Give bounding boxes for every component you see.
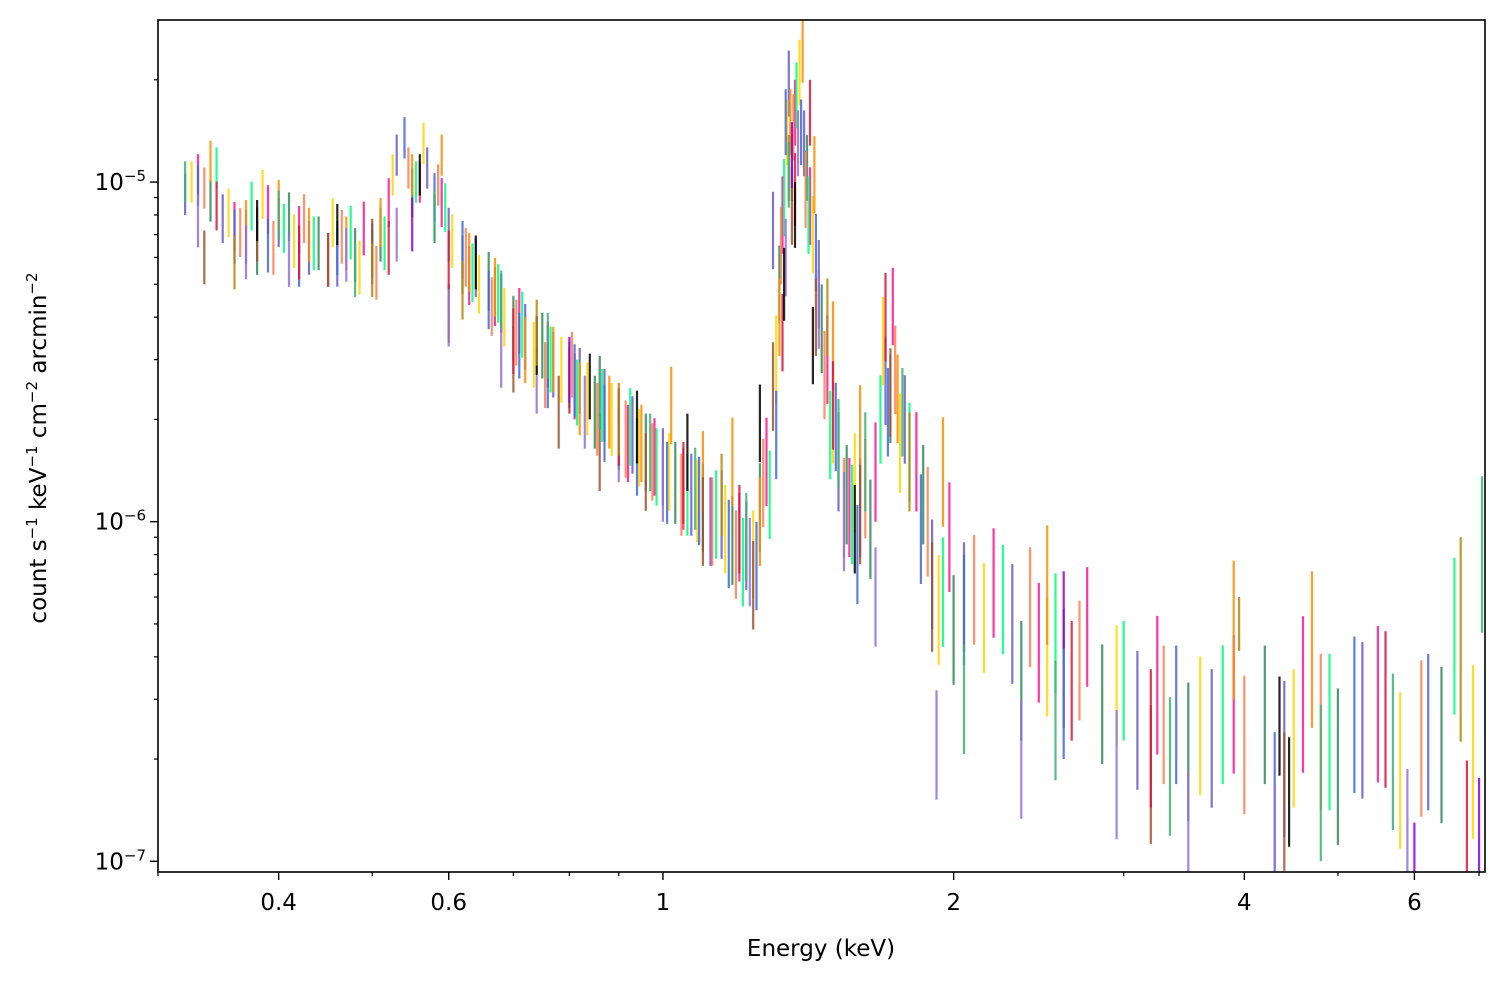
y-label-part-2: keV (26, 467, 52, 517)
x-tick-label: 4 (1237, 890, 1252, 916)
plot-frame (157, 19, 1486, 873)
x-tick-label: 6 (1407, 890, 1422, 916)
y-tick-label: 10−7 (95, 846, 146, 875)
series-13 (411, 122, 1481, 872)
y-label-part-0: count s (26, 539, 52, 623)
series-12 (233, 135, 1462, 742)
y-tick-label: 10−5 (95, 167, 146, 196)
y-label-part-3: −1 (23, 445, 41, 467)
y-tick-label: 10−6 (95, 507, 146, 536)
y-label-part-6: arcmin (26, 295, 52, 381)
x-tick-label: 2 (946, 890, 961, 916)
series-7 (209, 20, 1314, 728)
y-label-part-5: −2 (23, 381, 41, 403)
y-label-part-4: cm (26, 403, 52, 445)
y-label-part-1: −1 (23, 517, 41, 539)
x-tick-label: 0.6 (430, 890, 467, 916)
y-axis: 10−7 10−6 10−5 (95, 79, 158, 875)
series-14 (184, 141, 1484, 862)
x-tick-label: 1 (656, 890, 671, 916)
series-9 (196, 110, 1409, 872)
series-11 (256, 154, 1291, 847)
series-5 (215, 62, 1456, 811)
x-axis-label: Energy (keV) (747, 936, 895, 962)
x-tick-label: 0.4 (260, 890, 297, 916)
error-bars-layer (184, 20, 1484, 872)
x-axis: 0.4 0.6 1 2 4 6 (157, 872, 1480, 916)
y-axis-label: count s−1 keV−1 cm−2 arcmin−2 (23, 272, 52, 623)
y-label-part-7: −2 (23, 272, 41, 294)
